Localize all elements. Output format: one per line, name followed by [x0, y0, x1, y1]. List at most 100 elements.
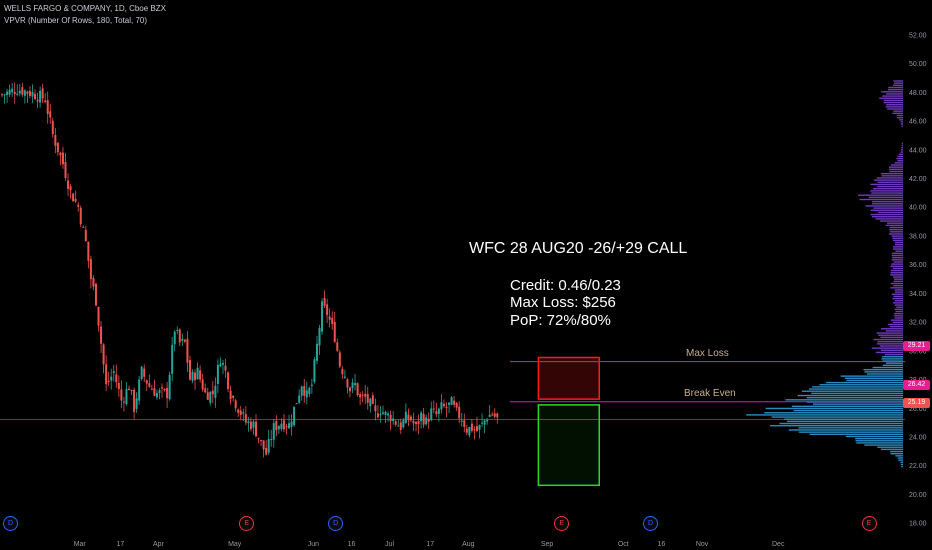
pop-text: PoP: 72%/80%: [510, 312, 611, 329]
volume-bar: [901, 147, 903, 149]
volume-bar: [785, 399, 903, 401]
volume-bar: [846, 379, 903, 382]
trade-title: WFC 28 AUG20 -26/+29 CALL: [469, 240, 688, 257]
dividend-event-marker[interactable]: D: [3, 516, 18, 531]
candle-body: [369, 398, 372, 407]
candle-body: [11, 88, 14, 93]
volume-bar: [877, 446, 903, 448]
volume-bar: [876, 332, 903, 334]
volume-bar: [873, 207, 903, 209]
candle-body: [402, 420, 405, 428]
candle-body: [463, 420, 466, 427]
candle-body: [74, 199, 77, 202]
volume-bar: [893, 280, 903, 283]
candle-body: [249, 421, 252, 430]
volume-bar: [865, 205, 903, 207]
candle-body: [255, 421, 257, 437]
volume-bar: [894, 241, 903, 244]
volume-bar: [894, 317, 903, 319]
candle-body: [303, 386, 306, 396]
candle-body: [64, 162, 67, 179]
candle-body: [298, 395, 301, 403]
volume-bar: [891, 252, 903, 255]
candle-body: [417, 420, 420, 425]
candle-body: [399, 422, 402, 430]
candle-body: [229, 390, 232, 400]
candle-body: [13, 91, 16, 95]
candle-body: [130, 389, 133, 392]
volume-bar: [900, 149, 903, 151]
volume-bar: [889, 168, 903, 171]
volume-bar: [877, 211, 903, 214]
volume-bar: [901, 465, 903, 468]
candle-body: [475, 426, 478, 432]
volume-bar: [890, 265, 903, 267]
volume-bar: [877, 185, 903, 188]
volume-bar: [901, 144, 903, 147]
volume-bar: [882, 360, 903, 362]
symbol-title[interactable]: WELLS FARGO & COMPANY, 1D, Cboe BZX: [4, 4, 166, 13]
volume-bar: [813, 403, 903, 405]
candle-body: [214, 385, 217, 398]
candle-body: [112, 371, 115, 374]
earnings-event-marker[interactable]: E: [861, 516, 877, 531]
candle-body: [389, 414, 392, 422]
candle-body: [290, 421, 293, 427]
volume-bar: [890, 282, 903, 285]
candle-body: [272, 423, 275, 440]
candle-body: [176, 329, 179, 331]
candle-body: [409, 416, 412, 421]
volume-bar: [887, 222, 903, 224]
volume-bar: [892, 239, 903, 242]
candle-body: [366, 394, 369, 403]
earnings-event-marker[interactable]: E: [554, 516, 570, 531]
volume-bar: [797, 394, 903, 397]
volume-bar: [881, 349, 903, 351]
volume-bar: [896, 157, 903, 160]
x-axis: Mar 17 Apr Jun 16 Jul 17 Aug Sep Oct 16 Nov Dec May: [74, 541, 785, 548]
volume-bar: [900, 463, 903, 466]
candle-body: [315, 343, 318, 361]
candle-body: [34, 93, 37, 100]
volume-bar: [845, 435, 903, 438]
candle-body: [338, 352, 341, 367]
candle-body: [387, 413, 390, 416]
volume-bar: [801, 390, 903, 392]
candle-body: [425, 417, 428, 425]
volume-bar: [888, 233, 903, 235]
candle-body: [158, 390, 161, 393]
candle-body: [496, 413, 499, 418]
candle-body: [54, 134, 57, 146]
candle-body: [77, 204, 80, 207]
candle-body: [138, 379, 141, 401]
volume-bar: [895, 310, 903, 313]
dividend-event-marker[interactable]: D: [328, 516, 344, 531]
volume-bar: [791, 405, 903, 407]
candle-body: [343, 376, 346, 378]
price-badge-last: 25.19: [903, 398, 930, 408]
candle-body: [407, 414, 410, 420]
candle-body: [102, 344, 105, 365]
candle-body: [26, 91, 29, 94]
dividend-event-marker[interactable]: D: [643, 516, 659, 531]
volume-bar: [863, 368, 903, 371]
volume-bar: [876, 343, 903, 345]
volume-bar: [890, 269, 903, 272]
candles: [1, 82, 499, 458]
candle-body: [308, 387, 311, 394]
candle-body: [82, 226, 85, 228]
volume-bar: [901, 125, 903, 127]
volume-bar: [859, 198, 903, 201]
volume-bar: [844, 377, 903, 379]
candle-body: [435, 411, 438, 415]
volume-bar: [894, 82, 903, 84]
volume-bar: [878, 334, 903, 336]
earnings-event-marker[interactable]: E: [239, 516, 255, 531]
volume-bar: [866, 373, 903, 375]
indicator-legend[interactable]: VPVR (Number Of Rows, 180, Total, 70): [4, 16, 148, 25]
volume-bar: [895, 250, 903, 252]
max-loss-text: Max Loss: $256: [510, 294, 616, 311]
volume-bar: [870, 213, 903, 216]
y-tick-label: 50.00: [909, 61, 927, 68]
